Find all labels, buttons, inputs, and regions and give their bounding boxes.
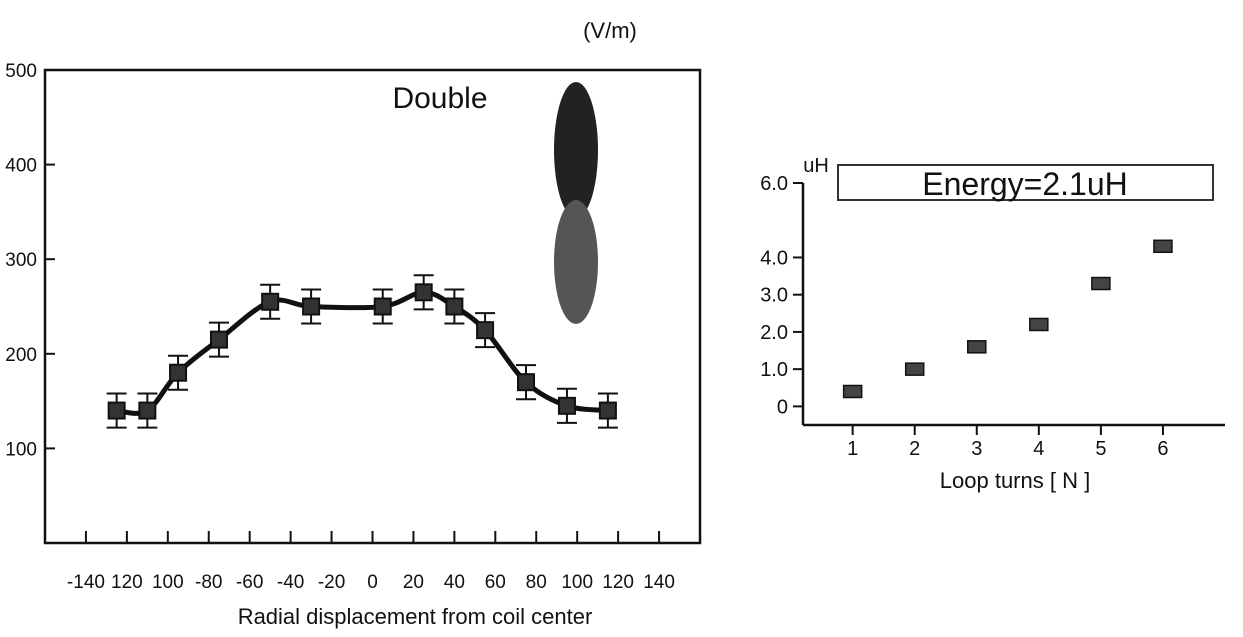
right-y-tick-label: 6.0	[760, 173, 788, 195]
left-data-point	[107, 401, 126, 420]
left-y-tick-label: 500	[5, 61, 37, 82]
left-x-tick-label: -40	[277, 572, 304, 593]
right-x-axis-label: Loop turns [ N ]	[940, 468, 1090, 493]
right-y-tick-label: 0	[777, 396, 788, 418]
left-data-point	[414, 283, 433, 302]
left-data-point	[557, 396, 576, 415]
left-x-axis-label: Radial displacement from coil center	[238, 604, 593, 629]
left-x-tick-label: -80	[195, 572, 222, 593]
left-x-tick-label: 100	[152, 572, 184, 593]
left-x-tick-label: -60	[236, 572, 263, 593]
left-y-axis: 100 200 300 400 500	[5, 61, 55, 460]
left-data-point	[302, 297, 321, 316]
left-data-point	[138, 401, 157, 420]
right-x-tick-label: 1	[847, 438, 858, 460]
left-x-tick-label: 140	[643, 572, 675, 593]
left-y-tick-label: 400	[5, 156, 37, 177]
left-x-tick-label: 60	[485, 572, 506, 593]
left-chart-title: Double	[392, 82, 487, 115]
left-chart: (V/m) Double -140 120 100 -80 -60 -40 -20 0 20 40…	[5, 18, 702, 629]
right-y-tick-label: 4.0	[760, 247, 788, 269]
right-data-point	[842, 384, 863, 399]
left-data-point	[261, 292, 280, 311]
left-data-point	[598, 401, 617, 420]
left-x-tick-label: 0	[367, 572, 378, 593]
left-x-tick-label: 20	[403, 572, 424, 593]
right-x-tick-label: 5	[1095, 438, 1106, 460]
right-y-tick-label: 2.0	[760, 322, 788, 344]
left-x-tick-label: -20	[318, 572, 345, 593]
right-y-axis: 0 1.0 2.0 3.0 4.0 6.0	[760, 173, 803, 418]
left-series	[106, 274, 618, 429]
left-data-point	[517, 373, 536, 392]
right-data-point	[904, 362, 925, 376]
right-x-tick-label: 3	[971, 438, 982, 460]
right-y-tick-label: 1.0	[760, 359, 788, 381]
left-y-tick-label: 100	[5, 439, 37, 460]
left-data-point	[445, 297, 464, 316]
left-data-point	[169, 363, 188, 382]
energy-annotation-box	[837, 164, 1214, 201]
left-x-tick-label: 40	[444, 572, 465, 593]
right-data-point	[1153, 239, 1173, 254]
left-data-point	[209, 330, 228, 349]
coil-lower-lobe	[554, 200, 598, 324]
right-x-tick-label: 2	[909, 438, 920, 460]
left-unit-label: (V/m)	[583, 18, 637, 43]
coil-upper-lobe	[554, 82, 598, 218]
right-x-tick-label: 4	[1033, 438, 1044, 460]
right-series	[842, 239, 1173, 399]
coil-illustration	[554, 82, 598, 324]
right-unit-label: uH	[803, 155, 829, 177]
left-x-tick-label: 80	[526, 572, 547, 593]
right-data-point	[1029, 317, 1049, 332]
left-x-tick-label: 120	[602, 572, 634, 593]
left-data-point	[373, 297, 392, 316]
right-data-point	[1091, 276, 1111, 291]
left-data-point	[476, 321, 495, 340]
left-x-tick-label: 120	[111, 572, 143, 593]
left-y-tick-label: 200	[5, 345, 37, 366]
left-series-line	[116, 289, 609, 416]
left-x-axis: -140 120 100 -80 -60 -40 -20 0 20 40 60 80 100 120 140	[67, 531, 675, 593]
right-x-tick-label: 6	[1157, 438, 1168, 460]
left-x-tick-label: 100	[561, 572, 593, 593]
right-y-tick-label: 3.0	[760, 285, 788, 307]
right-x-axis: 1 2 3 4 5 6	[847, 425, 1169, 460]
left-y-tick-label: 300	[5, 250, 37, 271]
energy-annotation: Energy=2.1uH	[922, 166, 1127, 202]
right-data-point	[967, 340, 987, 354]
left-x-tick-label: -140	[67, 572, 105, 593]
